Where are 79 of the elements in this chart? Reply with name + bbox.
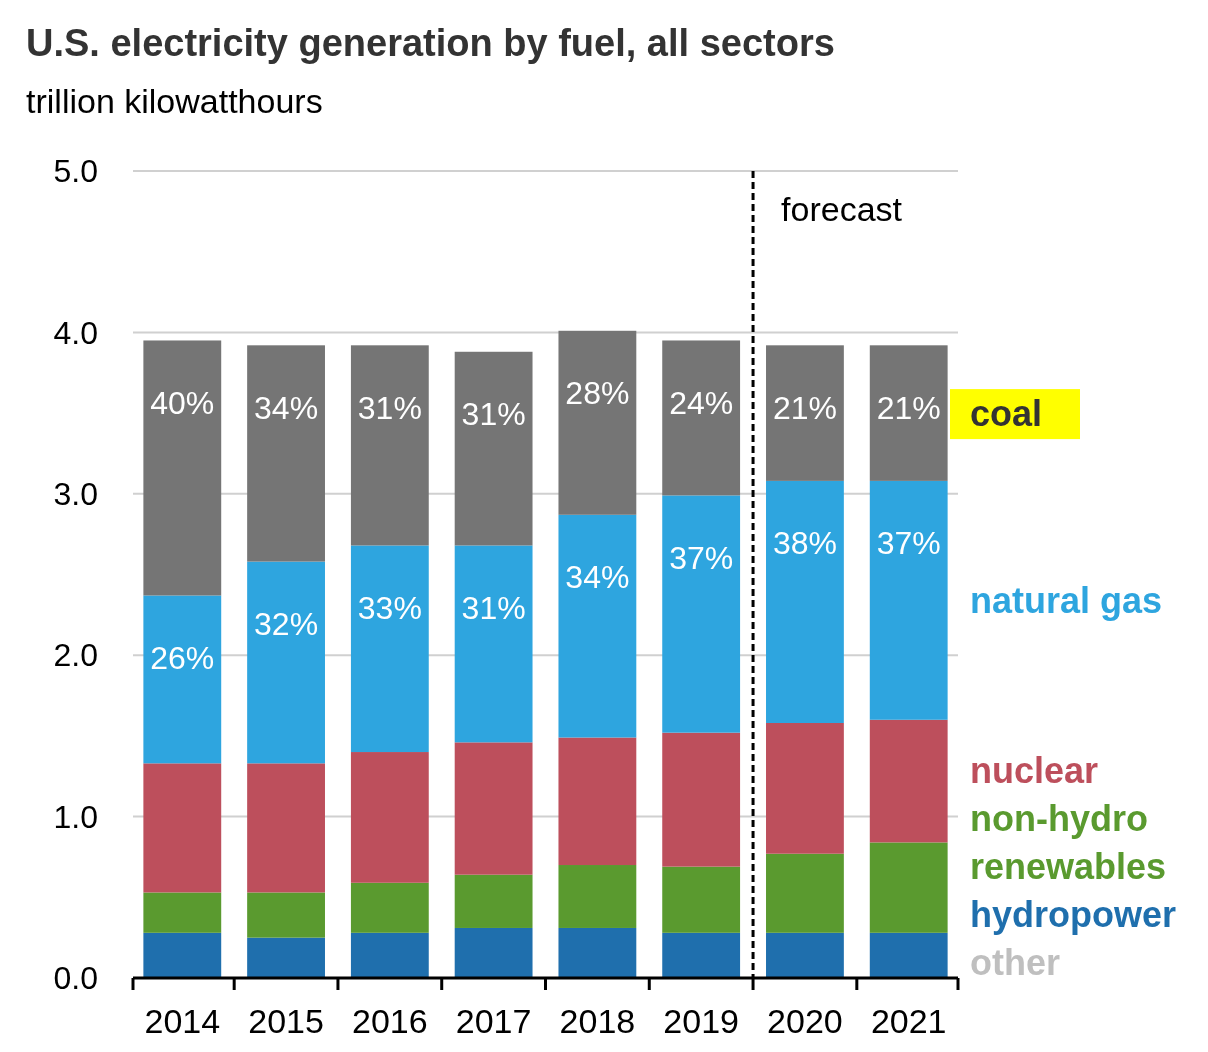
y-tick-label: 5.0 xyxy=(53,153,98,190)
bar xyxy=(662,340,741,496)
chart-title: U.S. electricity generation by fuel, all sectors xyxy=(26,22,835,64)
bar xyxy=(143,892,222,933)
bar xyxy=(869,842,948,933)
series-label: natural gas xyxy=(970,579,1163,621)
bar xyxy=(454,742,533,875)
bar xyxy=(662,495,741,733)
bar xyxy=(247,763,325,893)
y-tick-label: 1.0 xyxy=(53,798,98,835)
bar xyxy=(869,480,948,720)
bar xyxy=(247,561,325,764)
bar xyxy=(143,763,222,893)
annotation: 34% xyxy=(565,558,630,595)
bar xyxy=(766,480,844,723)
bar xyxy=(558,865,637,928)
x-tick-label: 2020 xyxy=(767,1002,843,1040)
chart-subtitle: trillion kilowatthours xyxy=(26,82,323,120)
bar xyxy=(143,595,222,764)
bar xyxy=(350,882,429,933)
series-label: hydropower xyxy=(970,893,1177,935)
x-tick-label: 2019 xyxy=(663,1002,739,1040)
bar xyxy=(454,874,533,928)
bar xyxy=(350,545,429,753)
bar xyxy=(454,351,533,546)
bar xyxy=(247,892,325,938)
annotation: 34% xyxy=(254,389,319,426)
series-label: coal xyxy=(970,392,1043,434)
series-label: non-hydro renewables xyxy=(970,797,1167,887)
annotation: 37% xyxy=(876,525,941,562)
bar xyxy=(662,866,741,933)
annotation: 31% xyxy=(461,395,526,432)
bar xyxy=(454,927,533,978)
annotation: 26% xyxy=(150,639,215,676)
bar xyxy=(247,937,325,978)
bar xyxy=(350,932,429,978)
x-tick-label: 2014 xyxy=(144,1002,221,1040)
bar xyxy=(766,932,844,978)
annotation: 40% xyxy=(150,384,215,421)
annotation: 33% xyxy=(357,589,422,626)
bar xyxy=(558,330,637,515)
legend-label: other xyxy=(970,941,1060,983)
bar xyxy=(766,853,844,933)
x-tick-label: 2018 xyxy=(559,1002,636,1040)
bar xyxy=(558,737,637,866)
bar xyxy=(766,722,844,854)
bar xyxy=(869,719,948,843)
ref-line-label: forecast xyxy=(781,190,903,228)
y-tick-label: 2.0 xyxy=(53,637,98,674)
bar xyxy=(869,345,948,481)
y-tick-label: 0.0 xyxy=(53,960,98,997)
bar xyxy=(454,545,533,743)
bar xyxy=(869,932,948,978)
annotation: 21% xyxy=(772,389,837,426)
annotation: 24% xyxy=(669,384,734,421)
annotation: 31% xyxy=(357,389,422,426)
annotation: 38% xyxy=(772,525,837,562)
x-tick-label: 2017 xyxy=(455,1002,532,1040)
bar xyxy=(662,932,741,978)
bar xyxy=(350,752,429,883)
bar xyxy=(350,345,429,546)
bar xyxy=(143,932,222,978)
bar xyxy=(662,732,741,867)
bar xyxy=(558,927,637,978)
annotation: 32% xyxy=(254,605,319,642)
x-tick-label: 2016 xyxy=(352,1002,428,1040)
bar xyxy=(143,340,222,596)
annotation: 31% xyxy=(461,589,526,626)
annotation: 37% xyxy=(669,539,734,576)
bar xyxy=(247,345,325,562)
annotation: 21% xyxy=(876,389,941,426)
bar xyxy=(558,514,637,738)
x-tick-label: 2021 xyxy=(870,1002,947,1040)
y-tick-label: 4.0 xyxy=(53,314,98,351)
bar xyxy=(766,345,844,481)
x-tick-label: 2015 xyxy=(248,1002,324,1040)
series-label: nuclear xyxy=(970,749,1099,791)
y-tick-label: 3.0 xyxy=(53,476,98,512)
annotation: 28% xyxy=(565,374,630,411)
